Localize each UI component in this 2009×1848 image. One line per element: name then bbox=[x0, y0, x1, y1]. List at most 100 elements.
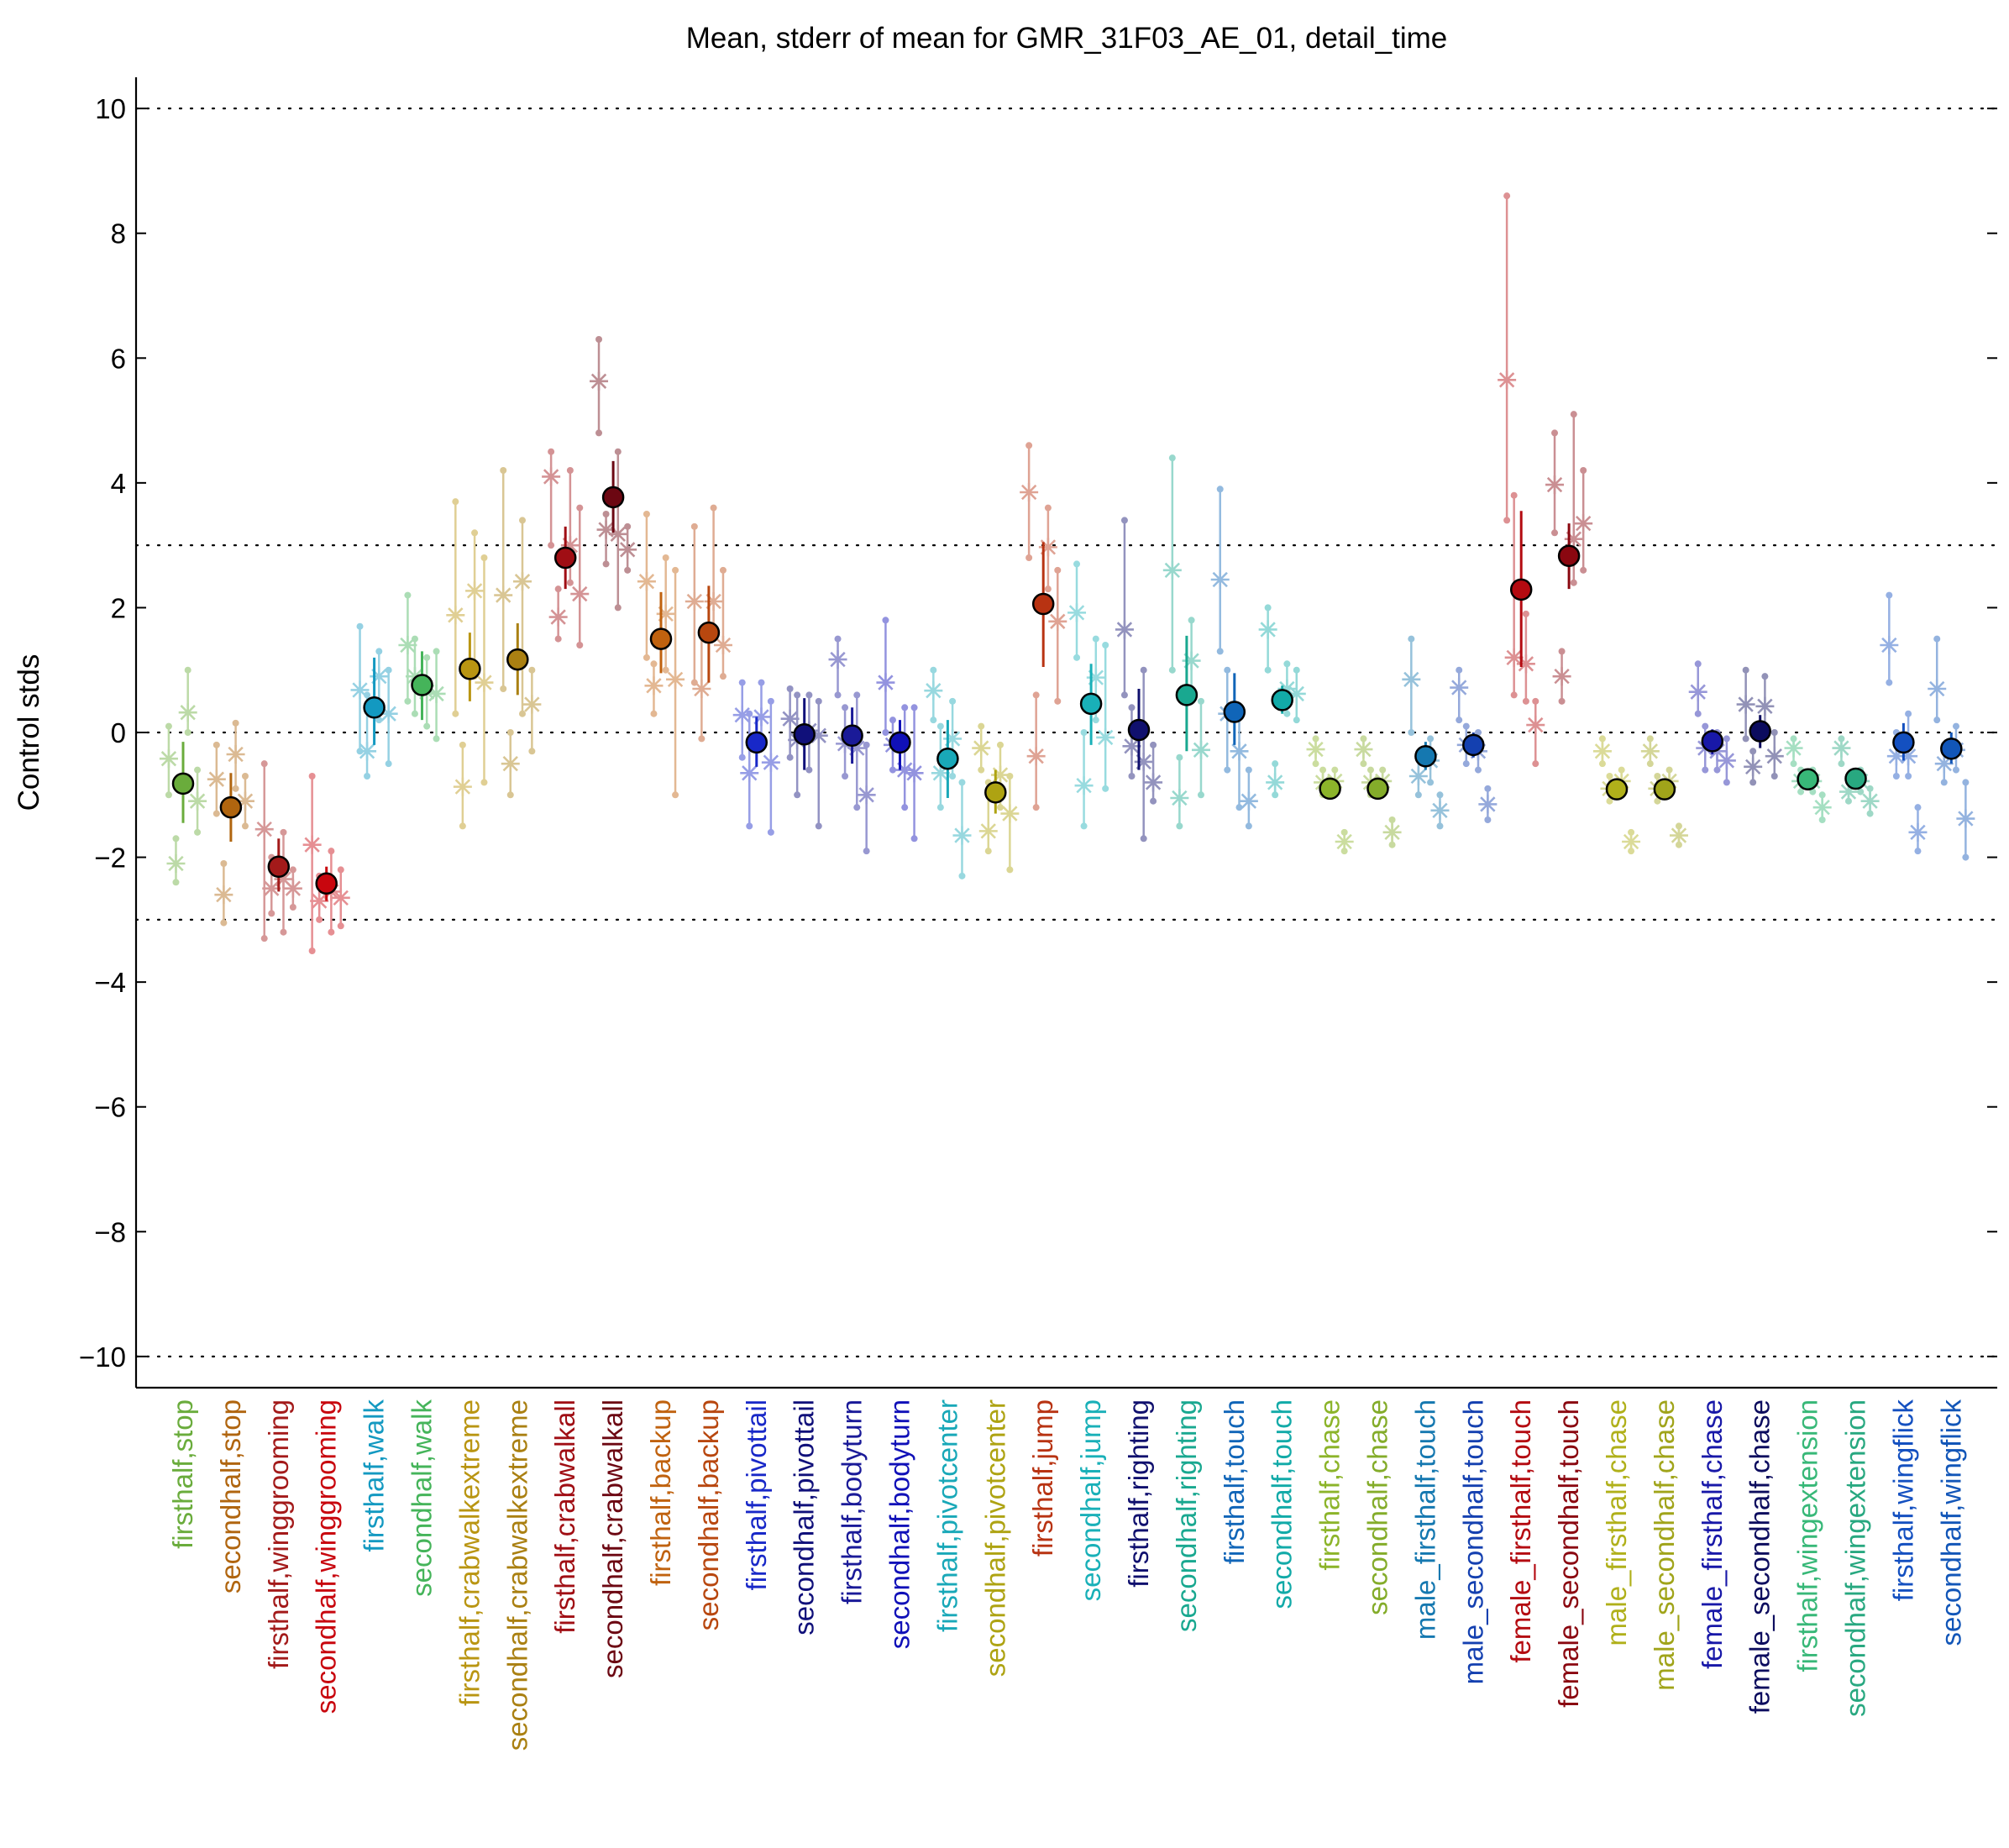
mean-point bbox=[363, 696, 386, 719]
star-range-end bbox=[220, 860, 228, 867]
star-range-end bbox=[1120, 517, 1128, 524]
star-range-end bbox=[280, 828, 287, 836]
mean-point bbox=[936, 747, 959, 770]
star-range-end bbox=[834, 635, 842, 643]
star-range-end bbox=[1532, 697, 1540, 705]
x-category-label: secondhalf,crabwalkextreme bbox=[501, 1399, 532, 1751]
measurement-star bbox=[1784, 738, 1803, 758]
star-range-end bbox=[220, 919, 228, 927]
star-range-end bbox=[1886, 679, 1893, 686]
mean-point-group bbox=[1414, 742, 1437, 770]
star-range-end bbox=[328, 928, 335, 936]
star-stroke bbox=[572, 585, 588, 602]
mean-point-group bbox=[936, 720, 959, 798]
star-range-end bbox=[316, 916, 323, 923]
star-stroke bbox=[466, 583, 483, 599]
star-stroke bbox=[407, 668, 423, 685]
mean-point-group bbox=[793, 698, 816, 770]
measurement-star bbox=[548, 607, 568, 627]
star-range-end bbox=[690, 522, 698, 530]
category-stars bbox=[1545, 411, 1593, 705]
star-range-end bbox=[794, 791, 801, 799]
star-range-end bbox=[738, 753, 746, 761]
star-range-end bbox=[337, 922, 344, 930]
measurement-star bbox=[522, 695, 542, 714]
star-range-end bbox=[949, 773, 957, 780]
measurement-star bbox=[1134, 752, 1153, 771]
mean-point bbox=[1175, 684, 1199, 706]
star-range-end bbox=[602, 511, 610, 517]
star-range-end bbox=[1462, 760, 1470, 768]
measurement-star bbox=[1430, 801, 1450, 820]
star-range-end bbox=[1723, 735, 1730, 743]
star-range-end bbox=[1073, 560, 1081, 568]
star-range-end bbox=[1032, 691, 1040, 699]
star-range-end bbox=[738, 679, 746, 686]
measurement-star bbox=[1170, 789, 1189, 807]
measurement-star bbox=[207, 769, 226, 789]
mean-point-group bbox=[697, 585, 721, 683]
star-range-end bbox=[1080, 729, 1088, 736]
category-stars bbox=[1067, 560, 1115, 830]
mean-point-group bbox=[315, 866, 338, 901]
star-range-end bbox=[1312, 735, 1319, 743]
star-range-end bbox=[1933, 635, 1941, 643]
star-range-end bbox=[1456, 666, 1463, 674]
mean-point-group bbox=[1892, 722, 1915, 761]
star-stroke bbox=[1164, 562, 1180, 579]
category-stars bbox=[207, 719, 254, 927]
star-stroke bbox=[1546, 476, 1563, 493]
star-stroke bbox=[1690, 684, 1706, 700]
star-range-end bbox=[595, 429, 603, 437]
star-range-end bbox=[815, 697, 822, 705]
measurement-star bbox=[590, 371, 609, 391]
measurement-star bbox=[1755, 696, 1775, 716]
star-range-end bbox=[1293, 666, 1300, 674]
star-range-end bbox=[1818, 791, 1826, 799]
mean-point-group bbox=[267, 838, 291, 892]
star-range-end bbox=[385, 666, 392, 674]
measurement-star bbox=[952, 826, 972, 845]
star-stroke bbox=[208, 771, 224, 787]
star-range-end bbox=[576, 504, 584, 512]
star-range-end bbox=[212, 741, 220, 748]
star-range-end bbox=[364, 691, 371, 699]
x-category-label: firsthalf,wingextension bbox=[1792, 1399, 1823, 1672]
star-range-end bbox=[996, 804, 1004, 811]
star-range-end bbox=[1809, 788, 1817, 795]
category-stars bbox=[1210, 486, 1258, 830]
measurement-star bbox=[214, 885, 233, 905]
star-range-end bbox=[1510, 691, 1518, 699]
star-range-end bbox=[889, 717, 896, 724]
star-range-end bbox=[1522, 697, 1529, 705]
star-stroke bbox=[926, 683, 942, 699]
star-range-end bbox=[1092, 635, 1099, 643]
star-range-end bbox=[1606, 797, 1613, 805]
star-stroke bbox=[782, 711, 798, 727]
star-stroke bbox=[638, 574, 655, 590]
star-range-end bbox=[506, 729, 514, 736]
measurement-star bbox=[512, 572, 532, 591]
star-range-end bbox=[1749, 748, 1757, 755]
star-stroke bbox=[1814, 799, 1830, 816]
star-range-end bbox=[1940, 779, 1948, 786]
mean-point bbox=[219, 795, 243, 819]
measurement-star bbox=[1880, 636, 1899, 654]
mean-point bbox=[1892, 731, 1915, 754]
star-range-end bbox=[805, 766, 813, 774]
star-range-end bbox=[1694, 660, 1702, 668]
category-stars bbox=[972, 722, 1020, 874]
star-stroke bbox=[1124, 738, 1140, 754]
mean-point-group bbox=[1797, 768, 1819, 790]
mean-point bbox=[841, 724, 863, 747]
x-category-label: firsthalf,pivottail bbox=[741, 1399, 772, 1590]
measurement-star bbox=[644, 676, 664, 696]
star-range-end bbox=[1797, 788, 1805, 795]
measurement-star bbox=[740, 764, 759, 783]
star-range-end bbox=[1606, 773, 1613, 780]
x-category-label: secondhalf,touch bbox=[1267, 1399, 1298, 1609]
mean-point-group bbox=[553, 526, 577, 590]
star-stroke bbox=[1308, 741, 1324, 758]
mean-point bbox=[1797, 768, 1819, 790]
mean-point-group bbox=[363, 657, 386, 745]
